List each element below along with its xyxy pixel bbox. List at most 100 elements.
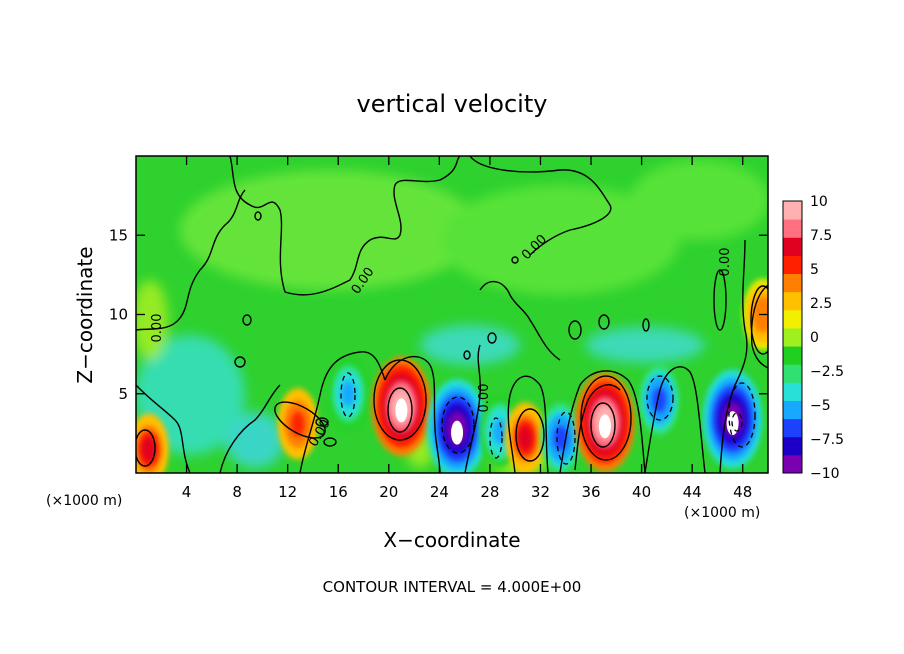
colorbar-swatch: [783, 291, 802, 311]
feature-blob: [328, 358, 369, 430]
feature-blob: [427, 379, 487, 473]
y-ticks: 5 10 15: [109, 226, 768, 403]
zero-contour: [229, 156, 461, 296]
small-contour: [568, 320, 582, 340]
negative-contour: [556, 411, 576, 465]
feature-level: [290, 411, 305, 437]
colorbar-tick-label: −5: [810, 398, 831, 414]
x-tick-label: 16: [329, 483, 348, 501]
small-contour: [642, 318, 650, 332]
zero-contour: [136, 189, 246, 331]
zero-contour: [299, 351, 386, 473]
feature-blob: [371, 356, 432, 456]
bg-light-patch: [630, 160, 768, 240]
colorbar-tick-label: 7.5: [810, 228, 832, 244]
zero-contour: [219, 384, 281, 473]
colorbar-frame: [782, 200, 803, 474]
x-tick-label: 44: [683, 483, 702, 501]
contour-label: 0.00: [477, 384, 492, 413]
colorbar-swatch: [783, 346, 802, 365]
contour-label: 0.00: [150, 314, 165, 343]
feature-level: [493, 419, 508, 445]
x-tick-label: 20: [379, 483, 398, 501]
negative-contour: [489, 417, 503, 459]
x-tick-label: 32: [531, 483, 550, 501]
y-tick-label: 10: [109, 306, 128, 324]
plot-area: 0.00 0.00 0.00 0.00 0.00 0.00 4 8 12 16 20 24…: [109, 155, 769, 501]
small-contour: [254, 211, 262, 221]
colorbar-swatch: [783, 219, 802, 238]
zero-contour: [464, 344, 482, 473]
contour-label: 0.00: [718, 248, 733, 277]
positive-contour: [515, 408, 545, 462]
small-contour: [323, 437, 337, 447]
positive-contour: [373, 359, 427, 441]
positive-contour: [580, 375, 632, 461]
small-contour: [463, 350, 471, 360]
colorbar-tick-label: 2.5: [810, 296, 832, 312]
colorbar-swatch: [783, 255, 802, 275]
negative-contour: [340, 372, 356, 418]
colorbar-tick-label: −2.5: [810, 364, 844, 380]
negative-contour: [441, 396, 475, 454]
colorbar-swatches: [783, 201, 802, 474]
zero-contour: [559, 370, 646, 473]
x-axis-title: X−coordinate: [383, 528, 520, 552]
small-contour: [511, 256, 519, 264]
positive-contour: [590, 402, 616, 448]
feature-level: [141, 436, 156, 462]
small-contour: [242, 314, 252, 326]
negative-contour: [728, 382, 756, 448]
zero-contour: [719, 239, 748, 473]
positive-contour: [387, 387, 413, 433]
bg-light-patch: [440, 185, 680, 295]
negative-contour: [646, 375, 674, 421]
zero-contour: [469, 156, 612, 256]
x-tick-label: 24: [430, 483, 449, 501]
x-unit-left: (×1000 m): [46, 493, 122, 509]
x-tick-label: 12: [278, 483, 297, 501]
colorbar-swatch: [783, 454, 802, 474]
small-contour: [487, 332, 497, 344]
colorbar-swatch: [783, 237, 802, 256]
x-tick-label: 36: [581, 483, 600, 501]
feature-peak: [451, 420, 464, 445]
bg-cyan-patch: [136, 335, 245, 455]
x-tick-label: 4: [182, 483, 192, 501]
feature-peak: [395, 398, 408, 423]
x-tick-label: 48: [733, 483, 752, 501]
zero-contour: [644, 366, 706, 473]
feature-level: [518, 425, 533, 451]
colorbar-swatch: [783, 364, 802, 383]
positive-contour: [136, 429, 156, 467]
chart-title: vertical velocity: [357, 90, 548, 118]
contour-lines: [136, 156, 768, 473]
feature-peak: [598, 414, 611, 439]
colorbar-tick-label: −7.5: [810, 432, 844, 448]
y-axis-title: Z−coordinate: [73, 246, 97, 383]
zero-contour: [574, 384, 621, 471]
colorbar: 10 7.5 5 2.5 0 −2.5 −5 −7.5 −10: [782, 194, 844, 482]
small-contour: [598, 314, 610, 330]
bg-light-patch: [180, 170, 480, 290]
colorbar-tick-label: 10: [810, 194, 828, 210]
colorbar-tick-label: 5: [810, 262, 819, 278]
y-tick-label: 15: [109, 226, 128, 244]
colorbar-swatch: [783, 201, 802, 220]
bg-cyan-patch: [420, 325, 520, 365]
colorbar-tick-label: 0: [810, 330, 819, 346]
field-shading: [136, 156, 768, 473]
colorbar-swatch: [783, 273, 802, 293]
contour-interval-note: CONTOUR INTERVAL = 4.000E+00: [323, 578, 582, 596]
y-tick-label: 5: [118, 385, 128, 403]
x-ticks: 4 8 12 16 20 24 28 32 36 40 44 48: [182, 156, 752, 501]
x-tick-label: 40: [632, 483, 651, 501]
colorbar-swatch: [783, 418, 802, 438]
small-contour: [234, 356, 246, 368]
feature-blob: [505, 402, 546, 473]
negative-contours: [340, 372, 756, 465]
negative-contour: [731, 412, 743, 432]
zero-contour: [136, 384, 191, 473]
zero-contour: [479, 280, 561, 361]
